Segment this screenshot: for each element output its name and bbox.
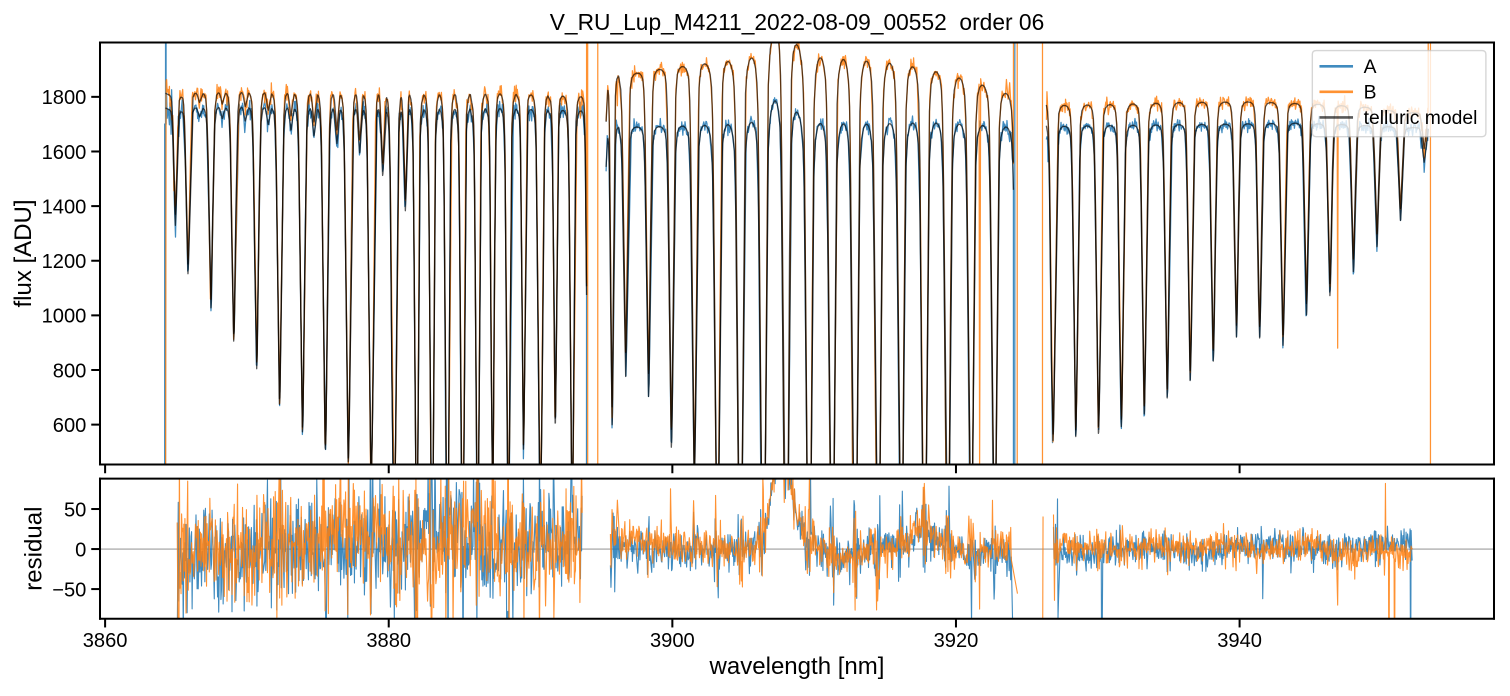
svg-text:1800: 1800 (42, 87, 87, 109)
svg-text:3880: 3880 (366, 630, 411, 652)
svg-text:0: 0 (75, 539, 86, 561)
svg-text:1400: 1400 (42, 196, 87, 218)
svg-text:A: A (1364, 57, 1377, 78)
svg-text:3940: 3940 (1217, 630, 1262, 652)
svg-text:flux [ADU]: flux [ADU] (10, 199, 37, 307)
svg-text:−50: −50 (52, 579, 86, 601)
svg-text:1600: 1600 (42, 142, 87, 164)
svg-text:B: B (1364, 83, 1377, 104)
svg-text:800: 800 (53, 360, 87, 382)
svg-text:1000: 1000 (42, 306, 87, 328)
svg-text:3860: 3860 (83, 630, 128, 652)
svg-text:3920: 3920 (934, 630, 979, 652)
svg-text:600: 600 (53, 415, 87, 437)
svg-text:V_RU_Lup_M4211_2022-08-09_0055: V_RU_Lup_M4211_2022-08-09_00552 order 06 (550, 9, 1044, 35)
svg-text:telluric model: telluric model (1364, 108, 1478, 129)
svg-text:3900: 3900 (650, 630, 695, 652)
svg-text:wavelength [nm]: wavelength [nm] (709, 653, 885, 680)
svg-text:50: 50 (64, 499, 86, 521)
svg-text:1200: 1200 (42, 251, 87, 273)
svg-text:residual: residual (21, 507, 48, 591)
